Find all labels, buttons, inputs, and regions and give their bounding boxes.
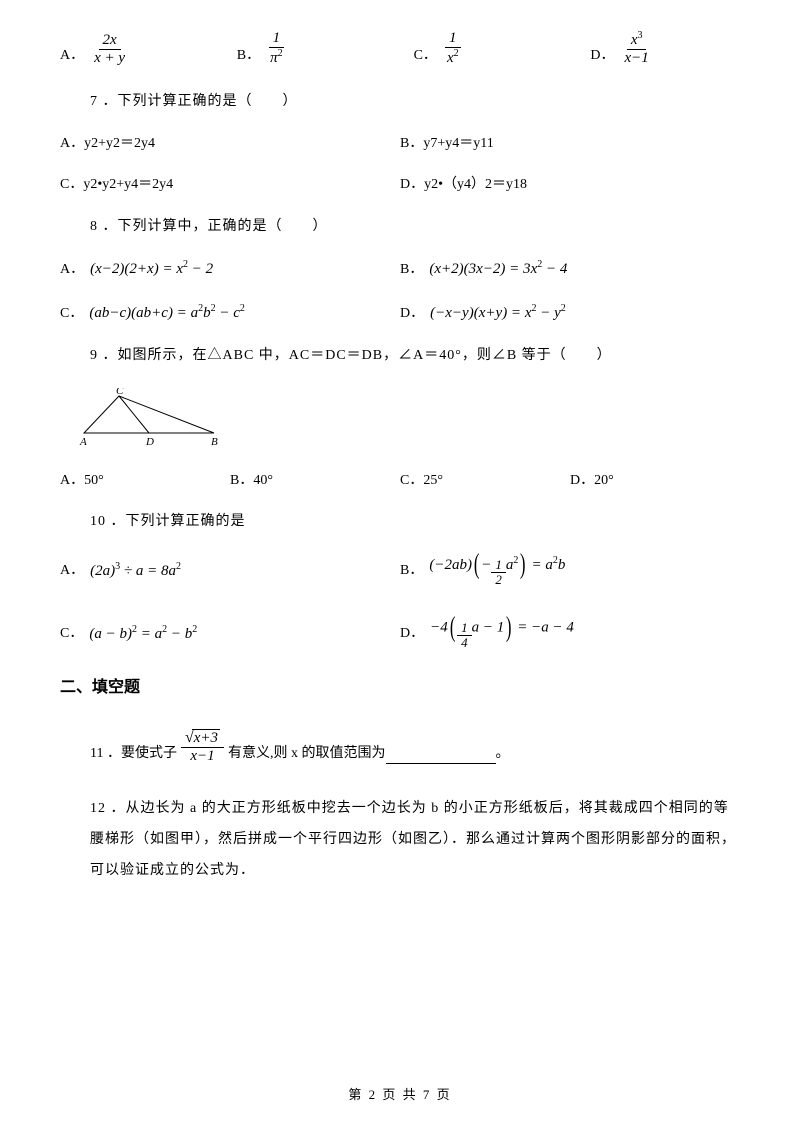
q11: 11 ．要使式子 √x+3 x−1 有意义,则 x 的取值范围为 。 — [60, 729, 740, 764]
q12: 12 ．从边长为 a 的大正方形纸板中挖去一个边长为 b 的小正方形纸板后，将其… — [60, 794, 740, 886]
q11-post2: 。 — [496, 744, 510, 764]
q10-text: 10 ．下列计算正确的是 — [60, 512, 740, 532]
sqrt-icon: √x+3 — [185, 729, 220, 747]
fraction: 2x x + y — [90, 32, 129, 66]
q10-row2: C． (a − b)2 = a2 − b2 D． −4(14a − 1) = −… — [60, 617, 740, 650]
q10-c: C． (a − b)2 = a2 − b2 — [60, 617, 400, 650]
q8-text: 8 ．下列计算中，正确的是（ ） — [60, 217, 740, 237]
q6-opt-d: D． x3 x−1 — [590, 30, 740, 66]
q8-row1: A． (x−2)(2+x) = x2 − 2 B． (x+2)(3x−2) = … — [60, 258, 740, 280]
svg-text:A: A — [79, 436, 87, 448]
section-2-title: 二、填空题 — [60, 677, 740, 699]
fraction: 1 x2 — [443, 30, 463, 66]
q10-d: D． −4(14a − 1) = −a − 4 — [400, 617, 740, 650]
q9-text: 9 ．如图所示，在△ABC 中，AC＝DC＝DB，∠A＝40°，则∠B 等于（ … — [60, 346, 740, 366]
q7-a: A．y2+y2＝2y4 — [60, 134, 400, 154]
math-expr: (a − b)2 = a2 − b2 — [89, 623, 197, 645]
opt-label: B． — [237, 46, 260, 66]
q6-options: A． 2x x + y B． 1 π2 C． 1 x2 D． x3 x−1 — [60, 30, 740, 66]
q9-a: A．50° — [60, 471, 230, 491]
q8-d: D． (−x−y)(x+y) = x2 − y2 — [400, 302, 740, 324]
math-expr: (ab−c)(ab+c) = a2b2 − c2 — [89, 302, 245, 324]
q8-row2: C． (ab−c)(ab+c) = a2b2 − c2 D． (−x−y)(x+… — [60, 302, 740, 324]
q10-a: A． (2a)3 ÷ a = 8a2 — [60, 554, 400, 588]
q8-c: C． (ab−c)(ab+c) = a2b2 − c2 — [60, 302, 400, 324]
q9-d: D．20° — [570, 471, 740, 491]
math-expr: (−x−y)(x+y) = x2 − y2 — [430, 302, 566, 324]
math-expr: (−2ab)(−12a2) = a2b — [429, 554, 565, 588]
fill-blank[interactable] — [386, 750, 496, 764]
q11-post1: 有意义,则 x 的取值范围为 — [228, 744, 386, 764]
q8-a: A． (x−2)(2+x) = x2 − 2 — [60, 258, 400, 280]
opt-label: C． — [414, 46, 437, 66]
q9-c: C．25° — [400, 471, 570, 491]
q7-d: D．y2•（y4）2＝y18 — [400, 175, 740, 195]
q9-opts: A．50° B．40° C．25° D．20° — [60, 471, 740, 491]
q7-text: 7 ．下列计算正确的是（ ） — [60, 92, 740, 112]
q6-opt-a: A． 2x x + y — [60, 32, 237, 66]
triangle-svg: A D B C — [74, 388, 234, 448]
q8-b: B． (x+2)(3x−2) = 3x2 − 4 — [400, 258, 740, 280]
fraction: x3 x−1 — [621, 30, 653, 66]
svg-text:C: C — [116, 388, 124, 397]
page-footer: 第 2 页 共 7 页 — [0, 1086, 800, 1104]
q10-b: B． (−2ab)(−12a2) = a2b — [400, 554, 740, 588]
q7-c: C．y2•y2+y4＝2y4 — [60, 175, 400, 195]
svg-text:D: D — [145, 436, 154, 448]
q11-pre: 11 ．要使式子 — [90, 744, 177, 764]
q11-frac: √x+3 x−1 — [181, 729, 224, 764]
math-expr: −4(14a − 1) = −a − 4 — [430, 617, 574, 650]
q7-b: B．y7+y4＝y11 — [400, 134, 740, 154]
math-expr: (x+2)(3x−2) = 3x2 − 4 — [429, 258, 567, 280]
q10-row1: A． (2a)3 ÷ a = 8a2 B． (−2ab)(−12a2) = a2… — [60, 554, 740, 588]
math-expr: (2a)3 ÷ a = 8a2 — [90, 560, 181, 582]
fraction: 1 π2 — [266, 30, 287, 66]
svg-text:B: B — [211, 436, 218, 448]
opt-label: A． — [60, 46, 84, 66]
opt-label: D． — [590, 46, 614, 66]
triangle-figure: A D B C — [74, 388, 740, 455]
q6-opt-c: C． 1 x2 — [414, 30, 591, 66]
q7-row2: C．y2•y2+y4＝2y4 D．y2•（y4）2＝y18 — [60, 175, 740, 195]
math-expr: (x−2)(2+x) = x2 − 2 — [90, 258, 213, 280]
q7-row1: A．y2+y2＝2y4 B．y7+y4＝y11 — [60, 134, 740, 154]
q6-opt-b: B． 1 π2 — [237, 30, 414, 66]
q9-b: B．40° — [230, 471, 400, 491]
